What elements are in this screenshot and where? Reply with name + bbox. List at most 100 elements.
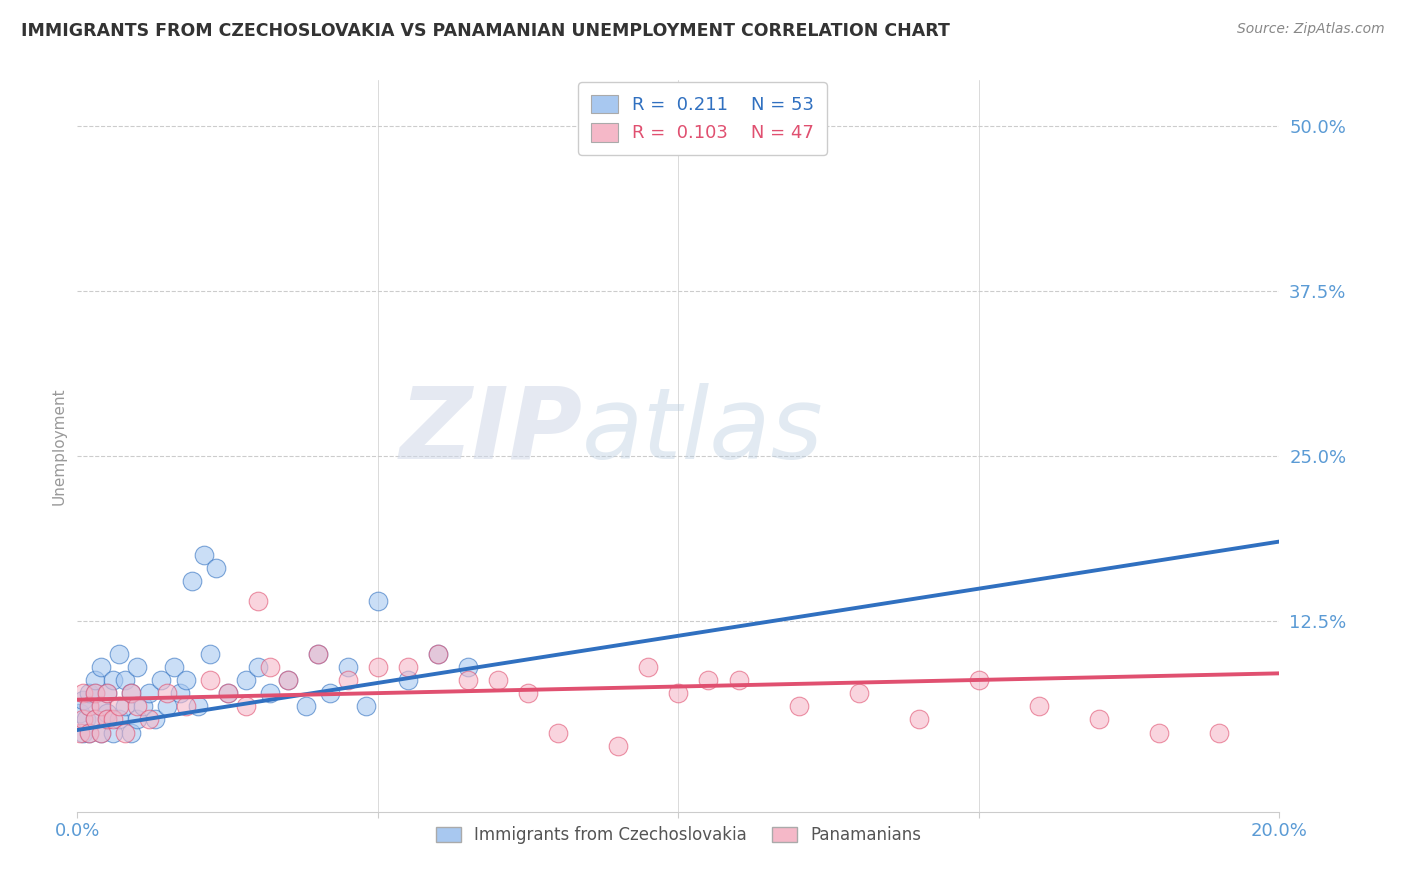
Point [96,686,118,700]
Point [156,699,179,714]
Point [69,725,91,739]
Point [336,659,359,673]
Point [307,647,329,661]
Text: ZIP: ZIP [399,383,582,480]
Point [138,713,160,727]
Point [457,673,479,687]
Point [319,686,342,700]
Text: IMMIGRANTS FROM CZECHOSLOVAKIA VS PANAMANIAN UNEMPLOYMENT CORRELATION CHART: IMMIGRANTS FROM CZECHOSLOVAKIA VS PANAMA… [21,22,950,40]
Point [84,713,107,727]
Point [427,647,450,661]
Point [396,659,419,673]
Point [1028,699,1050,714]
Point [120,725,142,739]
Point [96,686,118,700]
Point [367,659,389,673]
Point [246,594,269,608]
Point [103,673,125,687]
Point [103,713,125,727]
Y-axis label: Unemployment: Unemployment [51,387,66,505]
Point [90,725,112,739]
Point [848,686,870,700]
Point [79,725,101,739]
Legend: Immigrants from Czechoslovakia, Panamanians: Immigrants from Czechoslovakia, Panamani… [429,820,928,851]
Text: Source: ZipAtlas.com: Source: ZipAtlas.com [1237,22,1385,37]
Point [235,699,257,714]
Point [103,725,125,739]
Point [114,725,136,739]
Point [127,699,149,714]
Point [162,659,184,673]
Point [84,686,107,700]
Point [259,659,281,673]
Point [156,686,179,700]
Point [96,713,118,727]
Point [145,713,167,727]
Point [1149,725,1171,739]
Point [367,594,389,608]
Point [1088,713,1111,727]
Point [90,699,112,714]
Point [908,713,931,727]
Point [84,713,107,727]
Point [967,673,990,687]
Point [697,673,720,687]
Point [96,706,118,720]
Point [727,673,749,687]
Point [114,673,136,687]
Point [174,699,197,714]
Point [79,686,101,700]
Point [138,686,160,700]
Point [127,713,149,727]
Point [79,699,101,714]
Point [79,725,101,739]
Point [235,673,257,687]
Point [150,673,173,687]
Text: atlas: atlas [582,383,824,480]
Point [547,725,569,739]
Point [180,574,202,588]
Point [90,699,112,714]
Point [427,647,450,661]
Point [90,659,112,673]
Point [486,673,509,687]
Point [517,686,540,700]
Point [69,706,91,720]
Point [90,725,112,739]
Point [169,686,191,700]
Point [354,699,377,714]
Point [114,699,136,714]
Point [198,673,221,687]
Point [132,699,155,714]
Point [79,699,101,714]
Point [72,713,94,727]
Point [193,548,215,562]
Point [204,561,226,575]
Point [198,647,221,661]
Point [787,699,810,714]
Point [396,673,419,687]
Point [668,686,690,700]
Point [120,686,142,700]
Point [186,699,209,714]
Point [96,713,118,727]
Point [108,647,131,661]
Point [457,659,479,673]
Point [127,659,149,673]
Point [108,713,131,727]
Point [259,686,281,700]
Point [84,686,107,700]
Point [72,686,94,700]
Point [637,659,659,673]
Point [174,673,197,687]
Point [217,686,239,700]
Point [75,713,97,727]
Point [336,673,359,687]
Point [307,647,329,661]
Point [108,699,131,714]
Point [277,673,299,687]
Point [277,673,299,687]
Point [72,692,94,706]
Point [1208,725,1230,739]
Point [72,725,94,739]
